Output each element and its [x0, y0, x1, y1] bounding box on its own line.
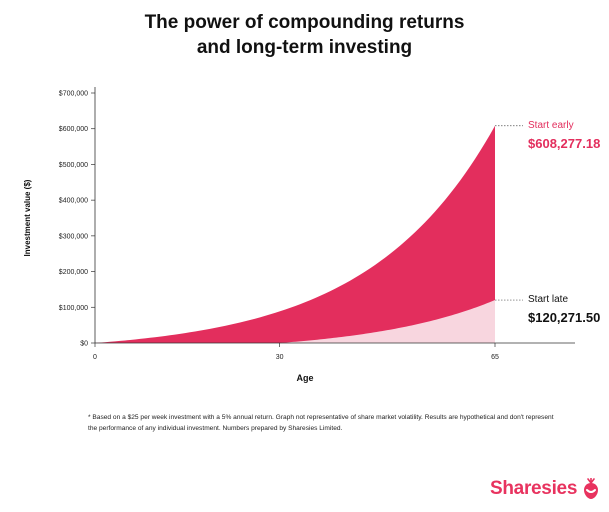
- brand-name: Sharesies: [490, 478, 578, 499]
- y-axis-label: Investment value ($): [23, 179, 32, 256]
- x-tick-label: 30: [276, 354, 284, 361]
- x-tick-label: 0: [93, 354, 97, 361]
- y-tick-label: $400,000: [59, 198, 88, 205]
- footnote: * Based on a $25 per week investment wit…: [88, 414, 554, 432]
- y-tick-label: $700,000: [59, 91, 88, 98]
- y-tick-label: $600,000: [59, 126, 88, 133]
- y-tick-label: $300,000: [59, 233, 88, 240]
- chart-title-line-1: The power of compounding returns: [144, 12, 465, 33]
- chart-area: $0 $100,000 $200,000 $300,000 $400,000 $500,0…: [23, 87, 600, 383]
- sharesies-logo: Sharesies: [490, 478, 601, 500]
- y-tick-label: $500,000: [59, 162, 88, 169]
- x-axis-label: Age: [296, 373, 313, 383]
- series-value-start-early: $608,277.18: [528, 136, 600, 151]
- x-tick-label: 65: [491, 354, 499, 361]
- series-area-start-late: [279, 300, 495, 343]
- series-value-start-late: $120,271.50: [528, 310, 600, 325]
- series-area-start-early: [95, 125, 495, 343]
- chart-title: The power of compounding returns and lon…: [0, 10, 609, 60]
- y-tick-label: $100,000: [59, 305, 88, 312]
- y-tick-label: $0: [80, 341, 88, 348]
- y-tick-label: $200,000: [59, 269, 88, 276]
- chart-title-line-2: and long-term investing: [196, 37, 413, 58]
- series-label-start-late: Start late: [528, 294, 568, 305]
- series-label-start-early: Start early: [528, 120, 574, 131]
- strawberry-icon: [584, 478, 599, 499]
